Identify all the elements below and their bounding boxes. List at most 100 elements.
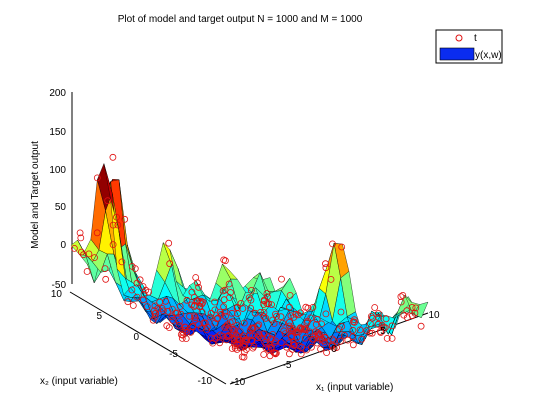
data-point: [408, 303, 416, 311]
data-point: [104, 197, 112, 205]
data-point: [93, 229, 101, 237]
data-point: [366, 329, 374, 337]
z-axis-label: Model and Target output: [30, 141, 41, 249]
data-point: [175, 318, 183, 325]
data-point: [271, 339, 278, 347]
data-point: [294, 328, 302, 336]
data-point: [388, 322, 396, 330]
data-point: [317, 345, 325, 353]
data-point: [268, 301, 275, 309]
data-point: [209, 339, 217, 347]
data-point: [178, 334, 186, 342]
data-point: [109, 221, 117, 229]
data-point: [399, 291, 407, 299]
data-point: [287, 325, 295, 332]
data-point: [314, 329, 322, 336]
data-point: [279, 319, 287, 327]
data-point: [312, 320, 320, 328]
data-point: [328, 335, 336, 343]
data-point: [293, 333, 301, 341]
data-point: [228, 309, 236, 317]
data-point: [203, 323, 211, 331]
data-point: [211, 319, 219, 327]
data-point: [136, 276, 144, 284]
data-point: [220, 303, 228, 311]
x-tick-label: -10: [231, 377, 246, 388]
data-point: [191, 316, 199, 324]
data-point: [397, 293, 405, 301]
data-point: [298, 343, 306, 351]
data-point: [166, 260, 174, 268]
data-point: [382, 315, 390, 323]
data-point: [255, 321, 263, 329]
data-point: [225, 331, 233, 339]
data-point: [240, 348, 248, 356]
data-point: [231, 333, 239, 341]
data-point: [269, 316, 277, 324]
data-point: [349, 333, 357, 341]
y-axis-label: x₂ (input variable): [40, 376, 118, 387]
data-point: [220, 296, 228, 304]
data-point: [380, 324, 388, 331]
data-point: [309, 303, 317, 311]
data-point: [240, 353, 248, 361]
data-point: [330, 344, 338, 352]
data-point: [177, 310, 185, 318]
data-point: [93, 174, 101, 182]
data-point: [277, 313, 285, 321]
data-point: [240, 319, 248, 327]
data-point: [248, 336, 255, 344]
x-tick-label: 10: [428, 310, 440, 321]
data-point: [118, 258, 126, 266]
data-point: [227, 289, 234, 296]
data-point: [223, 321, 231, 329]
data-point: [231, 344, 239, 352]
x-tick-label: -5: [283, 360, 292, 371]
data-point: [222, 323, 230, 330]
y-tick-label: 5: [96, 311, 102, 322]
data-point: [149, 316, 157, 324]
data-point: [190, 312, 198, 320]
data-point: [78, 248, 85, 256]
data-point: [183, 296, 191, 304]
x-tick-label: 0: [331, 344, 337, 355]
scatter-points: [71, 153, 425, 361]
data-point: [412, 304, 420, 312]
legend: t y(x,w): [435, 29, 503, 64]
data-point: [296, 325, 304, 332]
data-point: [285, 318, 293, 326]
data-point: [83, 268, 91, 275]
z-tick-label: 100: [49, 165, 66, 176]
data-point: [193, 297, 201, 305]
data-point: [368, 329, 376, 337]
data-point: [323, 349, 331, 357]
data-point: [250, 342, 258, 350]
data-point: [322, 310, 330, 318]
data-point: [245, 294, 253, 302]
data-point: [176, 302, 184, 310]
data-point: [109, 153, 117, 161]
data-point: [230, 329, 238, 337]
data-point: [181, 326, 189, 334]
y-axis-line: [69, 291, 227, 385]
data-point: [222, 312, 229, 320]
y-tick-label: 10: [51, 289, 63, 300]
data-point: [281, 330, 289, 338]
data-point: [121, 215, 129, 223]
data-point: [367, 312, 375, 320]
data-point: [285, 350, 293, 358]
data-point: [297, 309, 305, 317]
data-point: [289, 339, 297, 346]
data-point: [223, 333, 231, 341]
data-point: [291, 329, 299, 337]
data-point: [260, 351, 268, 358]
data-point: [302, 303, 310, 311]
data-point: [114, 221, 122, 229]
data-point: [191, 301, 199, 309]
data-point: [196, 298, 204, 306]
data-point: [85, 250, 93, 258]
data-point: [156, 298, 164, 306]
data-point: [165, 239, 173, 247]
data-point: [330, 337, 338, 345]
